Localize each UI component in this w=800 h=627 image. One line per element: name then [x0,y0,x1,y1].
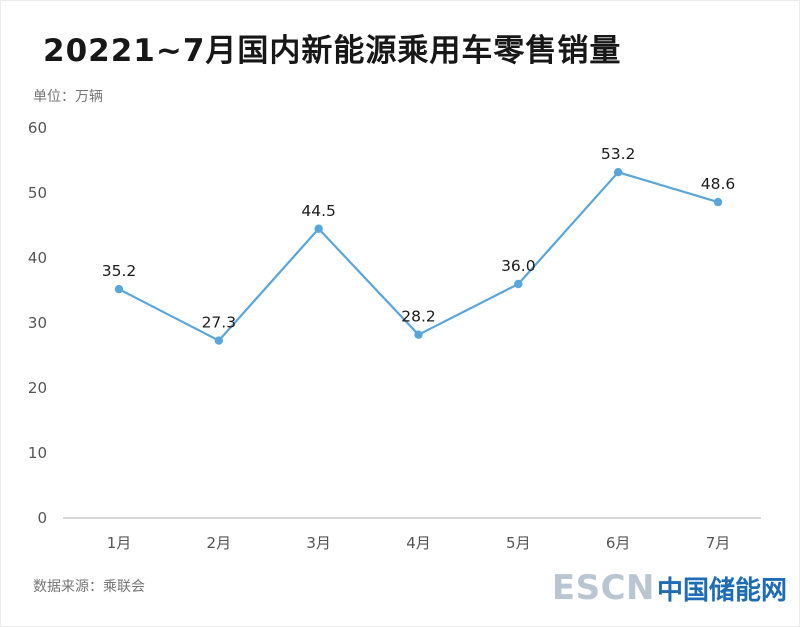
data-point-value-label: 35.2 [102,262,137,280]
unit-label: 单位：万辆 [33,89,103,105]
footer: 数据来源：乘联会 ESCN 中国储能网 [1,568,799,626]
data-point-value-label: 53.2 [601,145,636,163]
data-point-marker [214,336,224,345]
logo-escn-text: ESCN [551,568,655,608]
x-axis-tick-label: 7月 [706,534,731,552]
data-point-value-label: 48.6 [701,175,736,193]
data-point-marker [514,279,523,289]
x-axis-tick-label: 3月 [306,534,331,552]
data-point-marker [314,224,323,233]
x-axis-tick-label: 2月 [207,534,232,552]
data-source-label: 数据来源：乘联会 [33,579,145,595]
x-axis-tick-label: 6月 [606,534,631,552]
data-point-marker [414,330,423,339]
x-axis-tick-label: 4月 [406,534,431,552]
x-axis-tick-label: 5月 [506,534,531,552]
y-axis-tick-label: 40 [28,249,47,267]
data-point-marker [713,197,723,207]
data-point-marker [613,168,623,177]
y-axis-tick-label: 30 [28,314,47,332]
logo-site-text: 中国储能网 [656,575,787,606]
y-axis-tick-label: 10 [28,444,47,462]
y-axis-tick-label: 0 [37,509,47,527]
data-point-value-label: 36.0 [501,257,536,275]
line-chart: 0 10 20 30 40 50 60 1月 2月 3月 4月 5月 6月 7月 35.2 27.3 44.5 2… [28,119,761,552]
data-point-value-label: 27.3 [202,314,237,332]
y-axis-tick-label: 50 [28,184,47,202]
data-point-marker [114,285,124,294]
y-axis-tick-label: 20 [28,379,47,397]
page-title: 20221~7月国内新能源乘用车零售销量 [43,33,622,69]
x-axis-tick-label: 1月 [107,534,132,552]
y-axis-tick-label: 60 [28,119,47,137]
data-point-value-label: 44.5 [301,202,336,220]
escn-logo: ESCN 中国储能网 [552,568,787,608]
data-point-value-label: 28.2 [401,308,436,326]
